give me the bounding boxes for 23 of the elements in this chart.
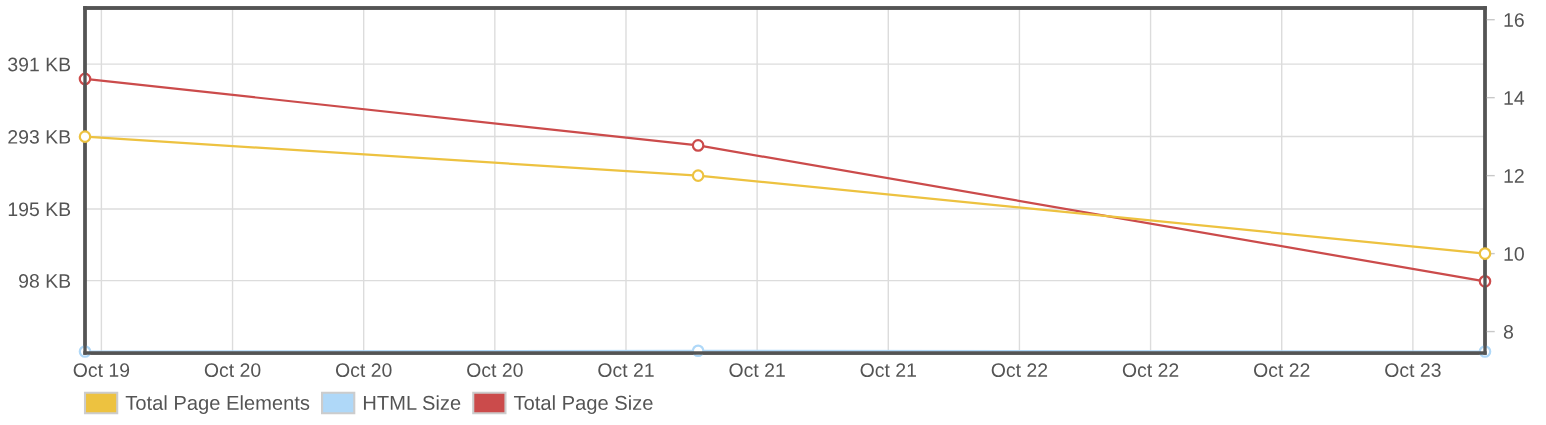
x-tick-label: Oct 22 <box>991 363 1048 377</box>
x-tick-label: Oct 22 <box>1122 363 1179 377</box>
y2-tick-label: 8 <box>1503 325 1514 339</box>
x-tick-label: Oct 23 <box>1385 363 1441 377</box>
legend-label: Total Page Elements <box>125 395 310 414</box>
x-tick-label: Oct 21 <box>598 363 654 377</box>
y-tick-label: 195 KB <box>8 202 71 217</box>
y-tick-label: 98 KB <box>19 274 71 288</box>
y2-tick-label: 10 <box>1504 247 1524 261</box>
y-tick-label: 293 KB <box>8 130 71 144</box>
y2-tick-label: 14 <box>1504 91 1525 105</box>
x-tick-label: Oct 21 <box>860 363 916 377</box>
y2-tick-label: 12 <box>1504 169 1524 183</box>
x-tick-label: Oct 20 <box>204 363 261 377</box>
x-tick-label: Oct 22 <box>1254 363 1310 377</box>
x-tick-label: Oct 21 <box>729 363 785 377</box>
x-tick-label: Oct 19 <box>73 363 130 377</box>
x-tick-label: Oct 20 <box>335 363 392 377</box>
x-tick-label: Oct 20 <box>467 363 523 377</box>
y2-tick-label: 16 <box>1504 13 1524 27</box>
legend-label: Total Page Size <box>513 395 653 414</box>
y-tick-label: 391 KB <box>8 57 71 72</box>
legend-label: HTML Size <box>363 395 461 410</box>
